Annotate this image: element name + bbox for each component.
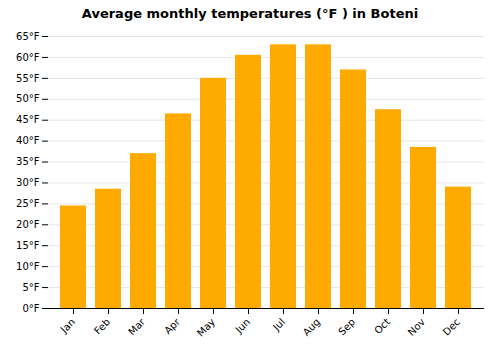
svg-text:65°F: 65°F <box>16 31 40 42</box>
svg-text:15°F: 15°F <box>16 240 40 251</box>
svg-text:Nov: Nov <box>406 316 428 338</box>
svg-text:Aug: Aug <box>301 316 323 338</box>
svg-text:50°F: 50°F <box>16 93 40 104</box>
svg-text:40°F: 40°F <box>16 135 40 146</box>
svg-text:Jan: Jan <box>58 316 77 335</box>
svg-text:35°F: 35°F <box>16 156 40 167</box>
svg-text:5°F: 5°F <box>22 282 39 293</box>
svg-text:Feb: Feb <box>92 316 112 336</box>
svg-text:Dec: Dec <box>441 316 462 337</box>
svg-text:25°F: 25°F <box>16 198 40 209</box>
svg-text:20°F: 20°F <box>16 219 40 230</box>
svg-text:45°F: 45°F <box>16 114 40 125</box>
svg-text:Sep: Sep <box>336 316 357 337</box>
svg-text:55°F: 55°F <box>16 73 40 84</box>
svg-text:Mar: Mar <box>126 316 148 338</box>
svg-text:Oct: Oct <box>372 316 392 336</box>
svg-text:60°F: 60°F <box>16 52 40 63</box>
svg-text:May: May <box>195 316 217 338</box>
svg-text:30°F: 30°F <box>16 177 40 188</box>
svg-text:0°F: 0°F <box>22 303 39 314</box>
html-text:Average monthly temperatures (: Average monthly temperatures (°F ) in Bo… <box>81 6 419 21</box>
svg-text:10°F: 10°F <box>16 261 40 272</box>
svg-text:Apr: Apr <box>162 316 183 337</box>
svg-text:Jun: Jun <box>233 316 253 336</box>
svg-text:Jul: Jul <box>270 316 287 333</box>
